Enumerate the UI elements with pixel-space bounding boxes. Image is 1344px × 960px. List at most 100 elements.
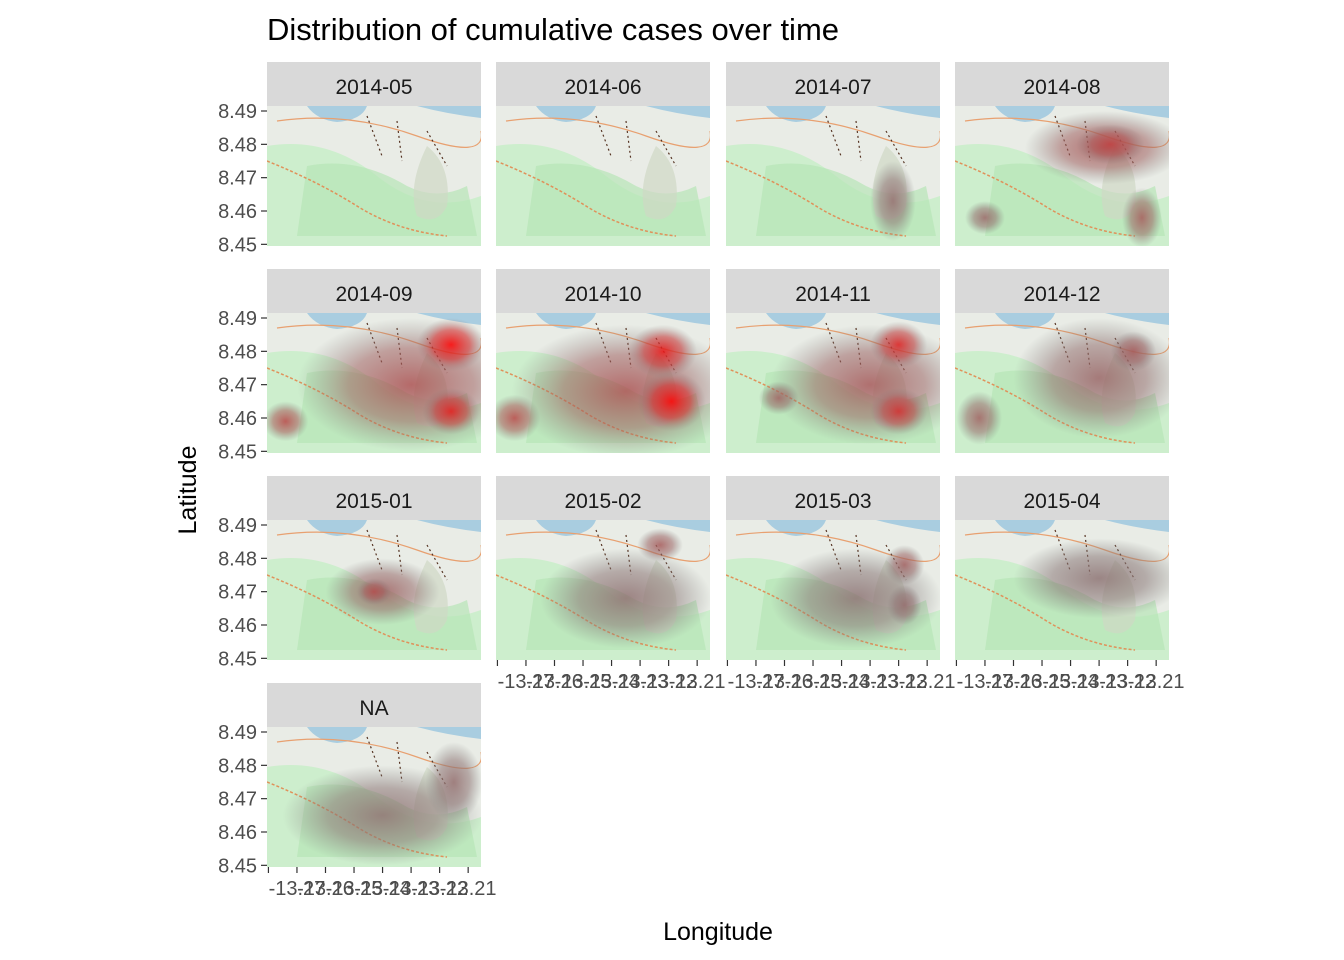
density-blob (1110, 331, 1157, 372)
facet-panel-2014-07: 2014-07 (726, 62, 940, 246)
x-tick-label: -13.23 (383, 878, 440, 900)
density-blob (496, 394, 541, 442)
density-blob (356, 578, 392, 606)
facet-label: 2014-07 (794, 76, 871, 99)
density-blob (422, 388, 480, 435)
map-background (267, 106, 481, 246)
map-background (267, 520, 481, 660)
density-blob (1076, 124, 1145, 165)
y-axis-title: Latitude (174, 446, 202, 535)
x-tick-label: -13.25 (785, 671, 842, 693)
y-tick-label: 8.45 (218, 234, 257, 256)
x-tick-label: -13.22 (870, 671, 927, 693)
density-blob (267, 401, 309, 442)
y-tick-label: 8.45 (218, 648, 257, 670)
y-tick-label: 8.48 (218, 341, 257, 363)
x-tick-label: -13.23 (612, 671, 669, 693)
facet-panel-na: NA 8.45 8.46 8.47 8.48 8.49 -13.27-13.26-13.25… (218, 683, 497, 900)
map-background (726, 520, 940, 660)
y-tick-label: 8.47 (218, 168, 257, 190)
density-blob (511, 324, 710, 453)
density-blob (1121, 187, 1162, 246)
density-blob (770, 548, 940, 649)
x-tick-label: -13.23 (842, 671, 899, 693)
x-tick-label: -13.25 (555, 671, 612, 693)
x-tick-label: -13.22 (411, 878, 468, 900)
x-tick-label: -13.24 (813, 671, 870, 693)
x-tick-label: -13.25 (1014, 671, 1071, 693)
x-tick-label: -13.21 (899, 671, 956, 693)
facet-label: 2015-01 (335, 490, 412, 513)
facet-strip (955, 62, 1169, 106)
map-background (955, 313, 1169, 453)
y-tick-label: 8.45 (218, 441, 257, 463)
x-tick-label: -13.24 (354, 878, 411, 900)
y-tick-label: 8.46 (218, 408, 257, 430)
density-blob (296, 318, 481, 452)
x-tick-label: -13.27 (957, 671, 1014, 693)
map-background (955, 106, 1169, 246)
facet-panel-2015-03: 2015-03 -13.27-13.26-13.25-13.24-13.23-13… (726, 476, 956, 693)
density-blob (870, 388, 928, 435)
x-tick-label: -13.21 (669, 671, 726, 693)
density-blob (1013, 318, 1169, 438)
facet-panel-2014-11: 2014-11 (726, 269, 940, 453)
facet-panel-2014-06: 2014-06 (496, 62, 710, 246)
x-tick-label: -13.27 (269, 878, 326, 900)
x-tick-label: -13.22 (1099, 671, 1156, 693)
facet-panel-2014-10: 2014-10 (496, 269, 710, 453)
facet-strip (267, 476, 481, 520)
facet-panel-2014-08: 2014-08 (955, 62, 1169, 246)
facet-strip (726, 269, 940, 313)
facet-strip (726, 476, 940, 520)
x-tick-label: -13.27 (498, 671, 555, 693)
y-tick-label: 8.45 (218, 855, 257, 877)
facet-label: 2014-06 (564, 76, 641, 99)
chart-title: Distribution of cumulative cases over ti… (267, 12, 839, 47)
map-background (496, 520, 710, 660)
density-blob (1013, 538, 1169, 619)
map-background (726, 106, 940, 246)
x-tick-label: -13.21 (1128, 671, 1185, 693)
map-background (955, 520, 1169, 660)
facet-panel-2015-02: 2015-02 -13.27-13.26-13.25-13.24-13.23-13… (496, 476, 726, 693)
map-background (726, 313, 940, 453)
facet-panel-2014-05: 2014-05 8.45 8.46 8.47 8.48 8.49 (218, 62, 481, 256)
facet-strip (267, 62, 481, 106)
x-tick-label: -13.23 (1071, 671, 1128, 693)
map-background (496, 313, 710, 453)
facet-panel-2014-12: 2014-12 (955, 269, 1169, 453)
y-tick-label: 8.48 (218, 134, 257, 156)
facet-label: 2014-11 (795, 283, 871, 306)
density-blob (770, 324, 940, 445)
map-background (496, 106, 710, 246)
x-tick-label: -13.22 (640, 671, 697, 693)
facet-label: 2014-08 (1023, 76, 1100, 99)
facet-label: 2015-03 (794, 490, 871, 513)
y-tick-label: 8.48 (218, 548, 257, 570)
facet-label: 2014-09 (335, 283, 412, 306)
map-background (267, 313, 481, 453)
density-blob (628, 324, 698, 379)
y-tick-label: 8.47 (218, 375, 257, 397)
facet-label: 2015-02 (564, 490, 641, 513)
map-background (267, 727, 481, 867)
facet-strip (496, 269, 710, 313)
facet-strip (726, 62, 940, 106)
x-tick-label: -13.25 (326, 878, 383, 900)
facet-label: 2014-12 (1023, 283, 1100, 306)
density-blob (964, 201, 1005, 235)
y-tick-label: 8.46 (218, 822, 257, 844)
density-blob (540, 548, 710, 649)
y-tick-label: 8.49 (218, 308, 257, 330)
x-tick-label: -13.26 (756, 671, 813, 693)
y-tick-label: 8.47 (218, 582, 257, 604)
facet-strip (955, 476, 1169, 520)
y-tick-label: 8.48 (218, 755, 257, 777)
facet-label: 2014-10 (564, 283, 641, 306)
facet-strip (496, 476, 710, 520)
y-tick-label: 8.49 (218, 722, 257, 744)
density-blob (956, 391, 1003, 445)
density-blob (870, 161, 916, 241)
